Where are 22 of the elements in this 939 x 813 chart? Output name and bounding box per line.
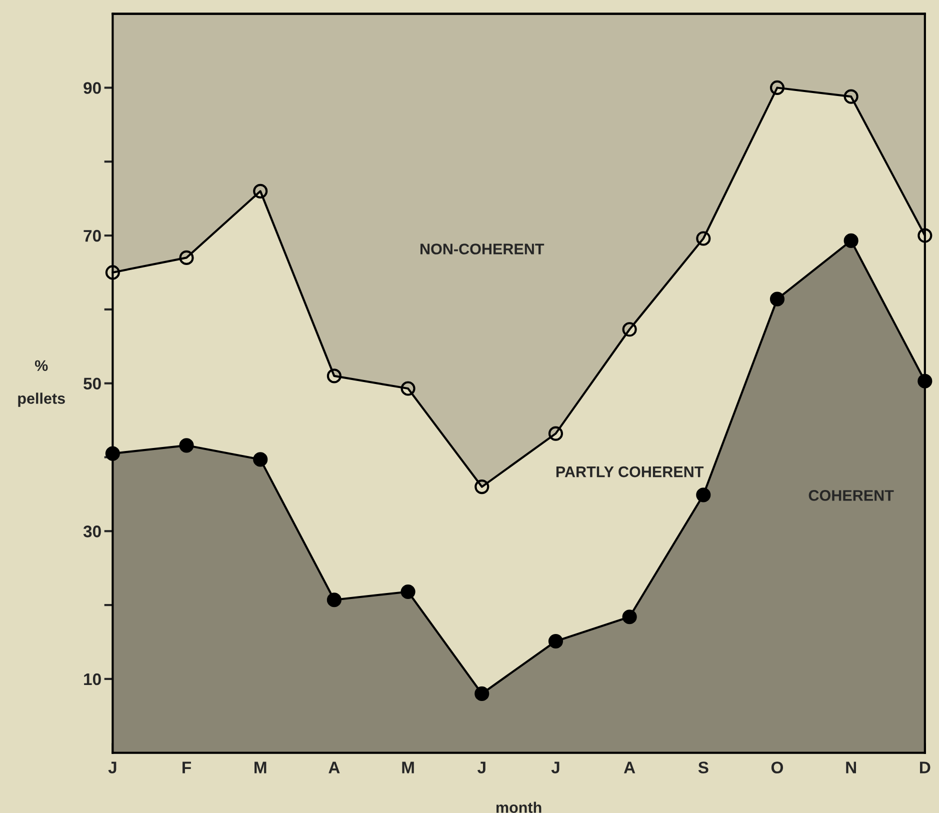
x-tick-label: A <box>328 762 340 774</box>
x-tick-label: D <box>920 762 930 774</box>
y-tick-label: 10 <box>84 673 101 686</box>
x-axis-title: month <box>496 802 542 813</box>
x-tick-label: F <box>182 762 191 774</box>
x-tick-label: N <box>846 762 856 774</box>
x-tick-label: S <box>698 762 708 774</box>
x-tick-label: M <box>254 762 266 774</box>
x-tick-label: O <box>771 762 784 774</box>
series-label: COHERENT <box>808 490 894 501</box>
y-tick-label: 90 <box>84 82 101 94</box>
y-tick-label: 50 <box>84 378 101 390</box>
x-tick-label: M <box>402 762 414 774</box>
y-tick-label: 30 <box>83 526 101 538</box>
x-tick-label: A <box>624 762 636 774</box>
text: % pellets <box>18 360 65 407</box>
x-tick-label: J <box>477 762 486 774</box>
x-tick-label: J <box>551 762 560 774</box>
series-label: NON-COHERENT <box>420 244 544 254</box>
series-label: PARTLY COHERENT <box>556 466 704 478</box>
x-tick-label: J <box>108 762 116 774</box>
y-tick-label: 70 <box>84 230 101 242</box>
